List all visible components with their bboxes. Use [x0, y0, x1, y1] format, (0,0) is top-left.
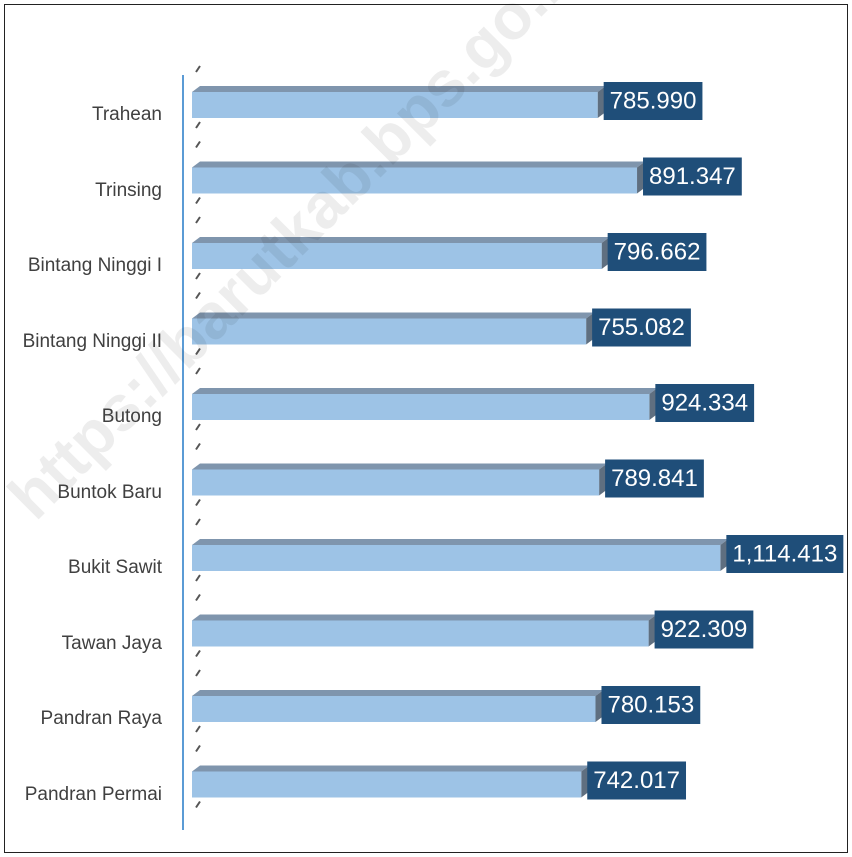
- bar: [192, 545, 721, 571]
- bar: [192, 318, 587, 345]
- value-label-box: [601, 686, 701, 724]
- bar-top: [192, 161, 646, 168]
- value-label: 922.309: [661, 616, 748, 643]
- axis-tick: [195, 140, 201, 205]
- value-label-box: [605, 459, 704, 498]
- bar-top: [192, 237, 610, 243]
- category-label: Trinsing: [95, 179, 162, 201]
- value-label: 796.662: [614, 238, 701, 265]
- bar-top: [192, 765, 590, 772]
- axis-tick: [195, 593, 201, 658]
- axis-tick: [195, 744, 201, 809]
- category-label: Tawan Jaya: [61, 632, 162, 654]
- bar-top: [192, 539, 729, 545]
- value-label: 891.347: [649, 163, 736, 190]
- category-label: Bintang Ninggi I: [27, 255, 162, 276]
- bar-top: [192, 86, 606, 92]
- bar-top: [192, 312, 595, 319]
- axis-tick: [195, 291, 201, 356]
- value-label-box: [592, 308, 691, 347]
- bar: [192, 243, 602, 269]
- bar: [192, 696, 596, 722]
- value-label: 780.153: [607, 691, 694, 718]
- value-label: 755.082: [598, 314, 685, 341]
- category-label: Bukit Sawit: [68, 557, 162, 578]
- axis-tick: [195, 367, 201, 431]
- frame: [4, 4, 848, 853]
- category-label: Trahean: [91, 104, 162, 125]
- bar: [192, 167, 638, 194]
- category-label: Butong: [101, 406, 162, 427]
- value-label: 1,114.413: [732, 540, 837, 567]
- axis-tick: [195, 216, 201, 280]
- bar: [192, 771, 582, 798]
- value-label: 789.841: [611, 465, 698, 492]
- bar-top: [192, 463, 608, 470]
- bar: [192, 469, 600, 496]
- axis-tick: [195, 669, 201, 733]
- category-label: Bintang Ninggi II: [22, 330, 162, 352]
- bar: [192, 92, 598, 118]
- category-label: Buntok Baru: [57, 481, 162, 503]
- axis-tick: [195, 65, 201, 129]
- value-label-box: [726, 535, 844, 573]
- bar-top: [192, 690, 604, 696]
- value-label-box: [654, 610, 754, 649]
- value-label-box: [603, 82, 703, 120]
- category-label: Pandran Raya: [40, 708, 162, 729]
- value-label-box: [587, 761, 687, 800]
- value-label-box: [607, 233, 707, 271]
- value-label: 924.334: [661, 389, 748, 416]
- bar-top: [192, 388, 658, 394]
- axis-tick: [195, 518, 201, 582]
- bar: [192, 394, 650, 420]
- axis-tick: [195, 442, 201, 507]
- value-label: 785.990: [610, 87, 697, 114]
- value-label: 742.017: [593, 767, 680, 794]
- bar-top: [192, 614, 657, 621]
- value-label-box: [655, 384, 755, 422]
- bar: [192, 620, 649, 647]
- category-label: Pandran Permai: [24, 783, 162, 805]
- value-label-box: [643, 157, 742, 196]
